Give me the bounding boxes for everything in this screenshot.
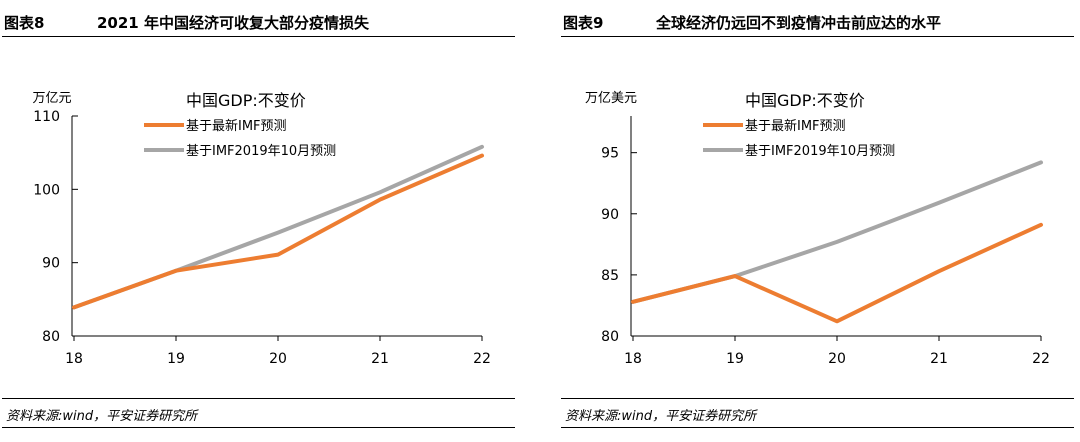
source-note: 资料来源:wind，平安证券研究所	[6, 409, 198, 424]
source-note: 资料来源:wind，平安证券研究所	[565, 409, 757, 424]
legend-label: 基于最新IMF预测	[745, 118, 846, 134]
figure-title-bar: 图表9 全球经济仍远回不到疫情冲击前应达的水平	[561, 6, 1074, 37]
x-tick-label: 22	[1032, 351, 1050, 367]
y-tick-label: 95	[601, 146, 619, 162]
legend-title: 中国GDP:不变价	[186, 91, 306, 110]
y-tick-label: 110	[33, 109, 60, 125]
x-tick-label: 20	[828, 351, 846, 367]
legend-label: 基于IMF2019年10月预测	[745, 144, 895, 159]
figure-title: 2021 年中国经济可收复大部分疫情损失	[97, 14, 369, 32]
figure-number: 图表9	[563, 14, 604, 32]
y-tick-label: 90	[42, 256, 60, 272]
figure-title-bar: 图表8 2021 年中国经济可收复大部分疫情损失	[2, 6, 515, 37]
series-line-imf-2019	[631, 160, 1043, 304]
x-tick-label: 18	[624, 351, 642, 367]
figure-title: 全球经济仍远回不到疫情冲击前应达的水平	[656, 14, 942, 32]
unit-label: 万亿元	[32, 91, 71, 106]
y-tick-label: 100	[33, 182, 60, 198]
series-line-latest-imf	[631, 222, 1043, 324]
figure-number: 图表8	[4, 14, 45, 32]
x-tick-label: 22	[473, 351, 491, 367]
x-tick-label: 19	[167, 351, 185, 367]
legend-label: 基于IMF2019年10月预测	[186, 144, 336, 159]
x-tick-label: 21	[930, 351, 948, 367]
y-tick-label: 85	[601, 268, 619, 284]
legend-title: 中国GDP:不变价	[745, 91, 865, 110]
unit-label: 万亿美元	[585, 91, 637, 106]
chart-panel-left: 图表8 2021 年中国经济可收复大部分疫情损失 万亿元 80 90 100 110 18…	[2, 0, 515, 442]
y-tick-label: 80	[601, 329, 619, 345]
source-bar: 资料来源:wind，平安证券研究所	[2, 398, 515, 428]
line-chart: 万亿美元 80 85 90 95 18 19 20 21 22 中国GDP:不变价基于最新IMF预测…	[585, 91, 1050, 367]
x-tick-label: 21	[371, 351, 389, 367]
x-tick-label: 18	[65, 351, 83, 367]
x-tick-label: 20	[269, 351, 287, 367]
source-bar: 资料来源:wind，平安证券研究所	[561, 398, 1074, 428]
legend-label: 基于最新IMF预测	[186, 118, 287, 134]
line-chart: 万亿元 80 90 100 110 18 19 20 21 22 中国GDP:不变价基于最新IMF预…	[32, 91, 491, 367]
chart-panel-right: 图表9 全球经济仍远回不到疫情冲击前应达的水平 万亿美元 80 85 90 95 18 19…	[561, 0, 1074, 442]
x-tick-label: 19	[726, 351, 744, 367]
y-tick-label: 80	[42, 329, 60, 345]
y-tick-label: 90	[601, 207, 619, 223]
